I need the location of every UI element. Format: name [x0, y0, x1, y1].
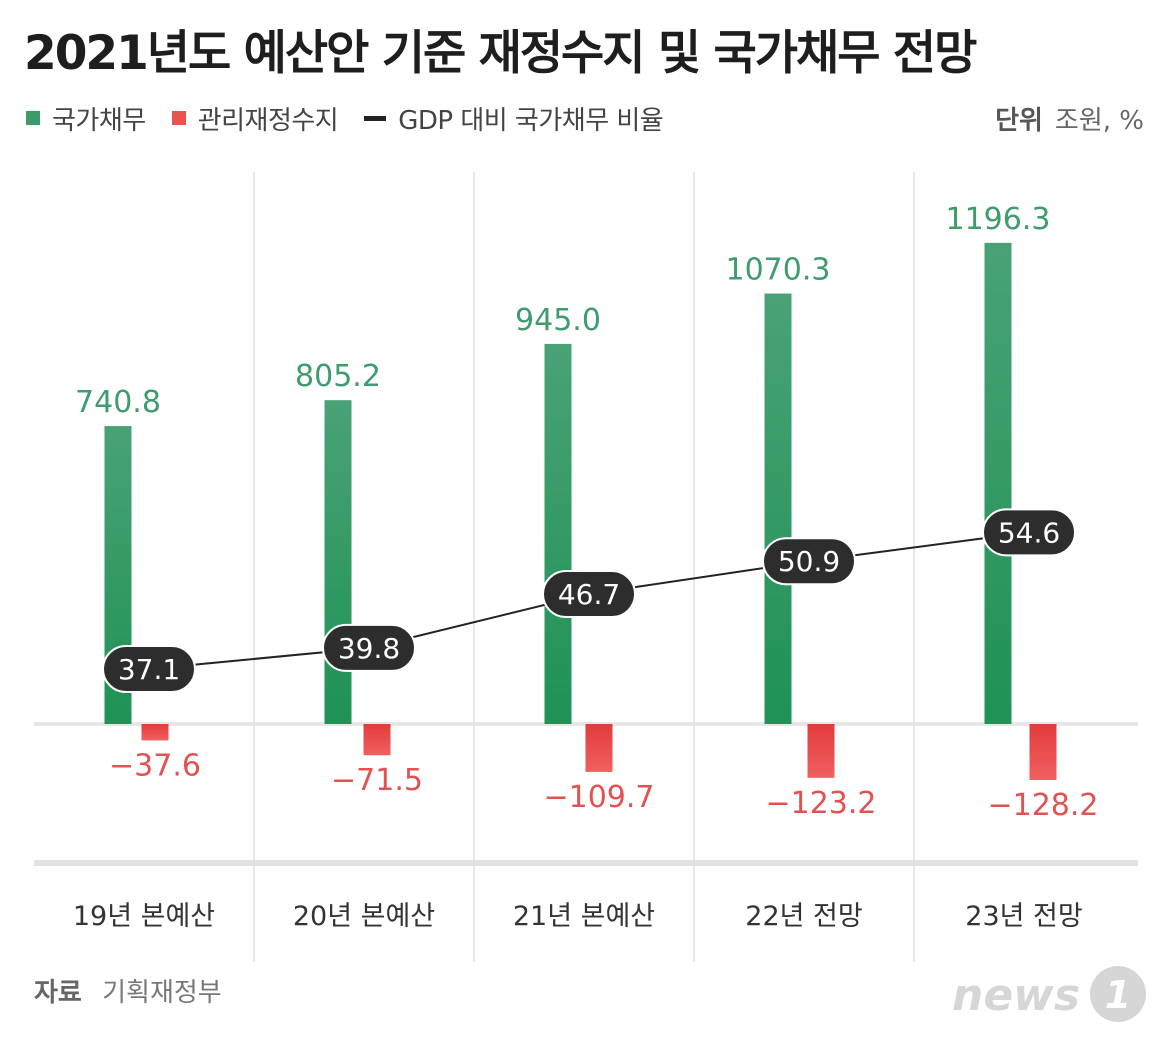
legend-swatch-balance — [171, 111, 186, 125]
chart-title: 2021년도 예산안 기준 재정수지 및 국가채무 전망 — [24, 26, 977, 81]
category-label: 21년 본예산 — [513, 901, 655, 932]
news1-logo: news 1 — [952, 966, 1146, 1022]
data-label-debt: 1070.3 — [726, 253, 831, 288]
legend-label-debt: 국가채무 — [52, 105, 146, 136]
ratio-point — [982, 508, 1076, 557]
legend-label-ratio: GDP 대비 국가채무 비율 — [398, 105, 664, 136]
source-value: 기획재정부 — [102, 978, 222, 1008]
bar-debt — [544, 343, 572, 724]
bar-balance — [141, 724, 169, 741]
legend-item-balance: 관리재정수지 — [171, 100, 339, 137]
category-label: 19년 본예산 — [73, 901, 215, 932]
unit-value: 조원, % — [1054, 105, 1144, 136]
legend: 국가채무 관리재정수지 GDP 대비 국가채무 비율 — [26, 100, 689, 136]
bar-balance — [585, 724, 613, 772]
data-label-balance: −71.5 — [331, 763, 423, 798]
ratio-point — [542, 570, 636, 619]
bar-debt — [324, 400, 352, 724]
bar-balance — [1029, 724, 1057, 780]
legend-swatch-ratio — [364, 115, 387, 121]
data-label-ratio: 37.1 — [118, 653, 180, 686]
data-label-ratio: 54.6 — [998, 516, 1060, 549]
data-label-ratio: 39.8 — [338, 632, 400, 665]
legend-label-balance: 관리재정수지 — [197, 105, 339, 136]
logo-mark: 1 — [1105, 973, 1131, 1017]
category-label: 20년 본예산 — [293, 901, 435, 932]
data-label-balance: −109.7 — [543, 780, 654, 815]
data-label-debt: 945.0 — [515, 303, 601, 338]
ratio-point — [102, 645, 196, 693]
data-label-balance: −123.2 — [765, 786, 876, 821]
data-label-ratio: 50.9 — [778, 545, 840, 578]
bar-balance — [363, 724, 391, 756]
legend-swatch-debt — [26, 111, 40, 125]
logo-text: news — [952, 970, 1080, 1021]
data-label-debt: 805.2 — [295, 359, 381, 394]
data-label-balance: −37.6 — [109, 748, 201, 783]
ratio-point — [322, 623, 416, 672]
data-label-debt: 1196.3 — [946, 202, 1051, 237]
logo-circle — [1090, 966, 1146, 1022]
data-label-balance: −128.2 — [987, 788, 1098, 823]
source-note: 자료 기획재정부 — [34, 972, 222, 1009]
legend-item-ratio: GDP 대비 국가채무 비율 — [364, 100, 664, 137]
data-label-debt: 740.8 — [75, 385, 161, 420]
bar-debt — [984, 242, 1012, 724]
category-label: 22년 전망 — [745, 901, 862, 932]
unit-note: 단위 조원, % — [995, 100, 1144, 136]
bar-balance — [807, 724, 835, 778]
bar-debt — [764, 293, 792, 724]
ratio-point — [762, 537, 856, 586]
source-key: 자료 — [34, 978, 82, 1008]
legend-item-debt: 국가채무 — [26, 100, 146, 137]
unit-key: 단위 — [995, 105, 1043, 136]
data-label-ratio: 46.7 — [558, 578, 620, 611]
category-label: 23년 전망 — [965, 901, 1082, 932]
axis-baseline — [34, 860, 1138, 866]
